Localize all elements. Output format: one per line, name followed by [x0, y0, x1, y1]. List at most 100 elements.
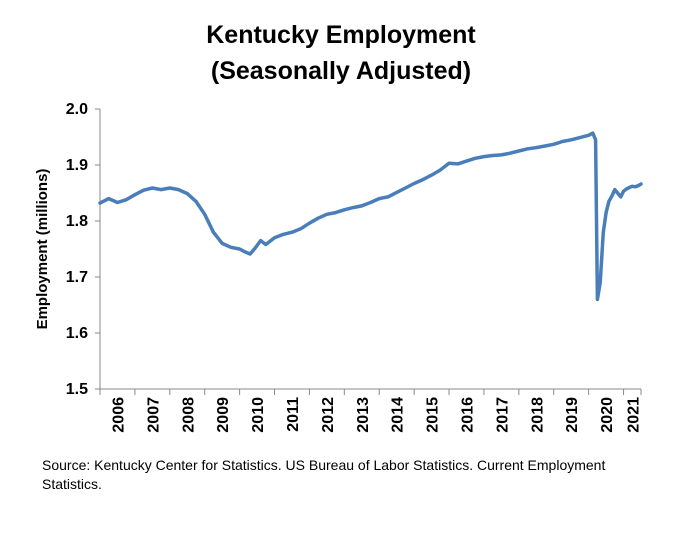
data-point [630, 184, 634, 188]
data-point [543, 144, 547, 148]
data-point [281, 232, 285, 236]
data-point [264, 243, 268, 246]
data-point [587, 133, 591, 137]
data-point [534, 146, 538, 150]
data-point [299, 227, 303, 231]
data-point [628, 185, 631, 189]
data-point [473, 156, 477, 160]
data-point [619, 195, 623, 199]
data-points [98, 131, 643, 301]
y-tick-label: 2.0 [66, 101, 88, 118]
data-point [633, 185, 637, 189]
data-point [98, 201, 102, 205]
chart-title: Kentucky Employment [206, 21, 476, 49]
data-point [607, 199, 611, 203]
data-point [465, 159, 468, 163]
x-tick-label: 2015 [425, 397, 442, 433]
data-point [636, 184, 640, 188]
data-point [229, 245, 233, 249]
data-point [273, 236, 276, 240]
x-axis: 2006 2007 2008 2009 2010 2011 2012 2013 2014 2015… [99, 388, 642, 433]
data-point [604, 211, 608, 215]
data-point [456, 162, 460, 166]
data-point [360, 204, 364, 208]
x-tick-label: 2008 [180, 397, 197, 433]
data-point [124, 198, 128, 202]
data-point [150, 186, 154, 190]
data-point [613, 188, 617, 192]
data-point [624, 187, 628, 191]
data-point [116, 201, 119, 204]
data-point [185, 192, 189, 196]
data-point [243, 250, 247, 254]
chart-subtitle: (Seasonally Adjusted) [210, 57, 472, 85]
data-point [259, 239, 263, 243]
data-point [107, 197, 111, 201]
data-point [316, 216, 320, 220]
data-point [203, 212, 207, 216]
y-tick-label: 1.6 [66, 325, 88, 342]
data-point [508, 151, 512, 155]
data-point [211, 230, 215, 234]
data-point [598, 281, 602, 285]
source-note: Source: Kentucky Center for Statistics. … [42, 457, 606, 492]
data-point [334, 211, 338, 215]
series-line-employment [98, 131, 643, 302]
x-tick-label: 2007 [145, 397, 162, 433]
x-tick-label: 2020 [599, 397, 616, 433]
x-tick-label: 2012 [320, 397, 337, 433]
data-point [499, 153, 503, 157]
data-point [421, 178, 425, 182]
data-point [578, 136, 582, 140]
y-axis-label: Employment (millions) [34, 169, 51, 330]
data-point [248, 252, 252, 256]
data-point [622, 189, 625, 193]
x-tick-label: 2017 [494, 397, 511, 433]
data-point [610, 194, 614, 198]
x-tick-label: 2013 [355, 397, 372, 433]
data-point [377, 197, 381, 201]
data-point [412, 182, 416, 185]
data-point [639, 182, 643, 186]
y-axis: 1.5 1.6 1.7 1.8 1.9 2.0 [66, 101, 101, 398]
data-point [325, 212, 329, 216]
data-point [386, 195, 390, 199]
data-point [591, 131, 595, 135]
data-point [482, 155, 486, 159]
data-point [491, 154, 495, 157]
x-tick-label: 2009 [215, 397, 232, 433]
data-point [351, 206, 355, 210]
data-point [595, 297, 599, 301]
data-point [561, 140, 564, 143]
data-point [438, 168, 442, 172]
x-tick-label: 2014 [390, 397, 407, 433]
y-tick-label: 1.7 [66, 269, 88, 286]
x-tick-label: 2010 [250, 397, 267, 433]
data-point [194, 199, 198, 203]
data-point [395, 190, 399, 194]
data-point [290, 230, 294, 234]
data-point [601, 230, 605, 234]
data-point [616, 191, 620, 195]
data-point [159, 188, 163, 192]
x-tick-label: 2021 [625, 397, 642, 433]
data-point [552, 142, 556, 146]
data-point [517, 149, 521, 153]
data-point [369, 201, 372, 204]
data-point [168, 186, 172, 190]
y-tick-label: 1.8 [66, 213, 88, 230]
x-tick-label: 2019 [564, 397, 581, 433]
x-tick-label: 2016 [459, 397, 476, 433]
data-point [594, 138, 598, 142]
data-point [447, 161, 451, 165]
y-tick-label: 1.9 [66, 157, 88, 174]
data-point [238, 247, 242, 251]
data-point [142, 188, 146, 192]
y-tick-label: 1.5 [66, 381, 88, 398]
data-point [253, 246, 257, 250]
data-point [220, 241, 224, 245]
x-tick-label: 2011 [285, 397, 302, 432]
x-tick-label: 2006 [110, 397, 127, 433]
